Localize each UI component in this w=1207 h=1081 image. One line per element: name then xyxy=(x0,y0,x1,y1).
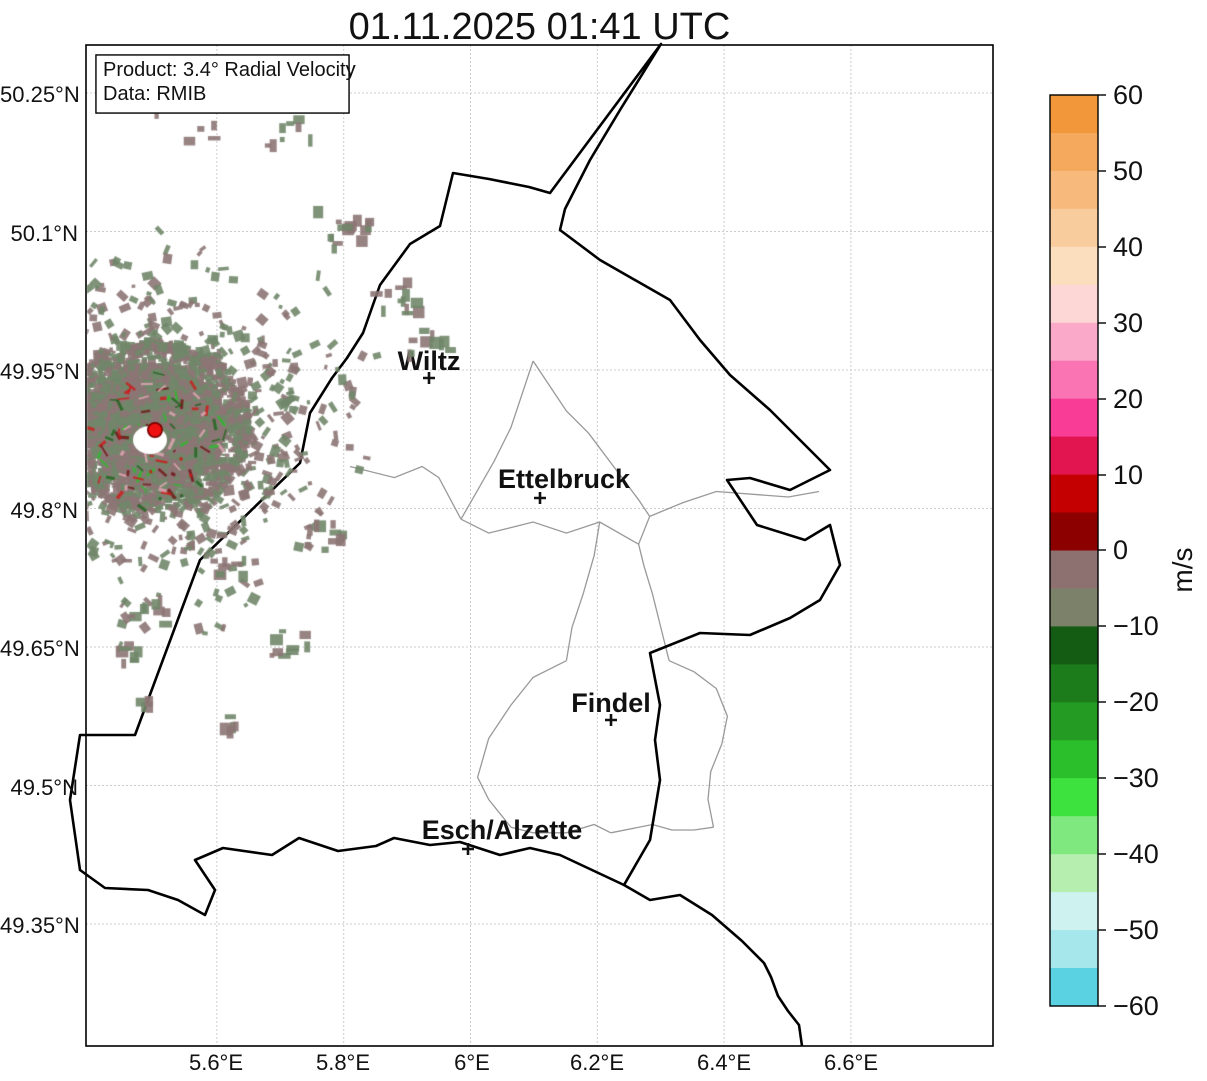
svg-text:30: 30 xyxy=(1113,308,1143,338)
svg-text:60: 60 xyxy=(1113,80,1143,110)
svg-text:Ettelbruck: Ettelbruck xyxy=(498,464,631,494)
svg-text:Wiltz: Wiltz xyxy=(398,346,461,376)
svg-text:−30: −30 xyxy=(1113,763,1159,793)
svg-text:−40: −40 xyxy=(1113,839,1159,869)
svg-text:−60: −60 xyxy=(1113,991,1159,1021)
svg-text:10: 10 xyxy=(1113,460,1143,490)
svg-text:Data: RMIB: Data: RMIB xyxy=(103,83,206,105)
svg-text:40: 40 xyxy=(1113,232,1143,262)
svg-text:−50: −50 xyxy=(1113,915,1159,945)
svg-text:20: 20 xyxy=(1113,384,1143,414)
svg-text:m/s: m/s xyxy=(1167,547,1198,592)
svg-text:Esch/Alzette: Esch/Alzette xyxy=(422,815,583,845)
svg-text:−10: −10 xyxy=(1113,611,1159,641)
svg-text:Product: 3.4° Radial Velocity: Product: 3.4° Radial Velocity xyxy=(103,59,356,81)
svg-text:−20: −20 xyxy=(1113,687,1159,717)
svg-text:Findel: Findel xyxy=(571,688,651,718)
svg-text:0: 0 xyxy=(1113,535,1128,565)
svg-text:50: 50 xyxy=(1113,156,1143,186)
